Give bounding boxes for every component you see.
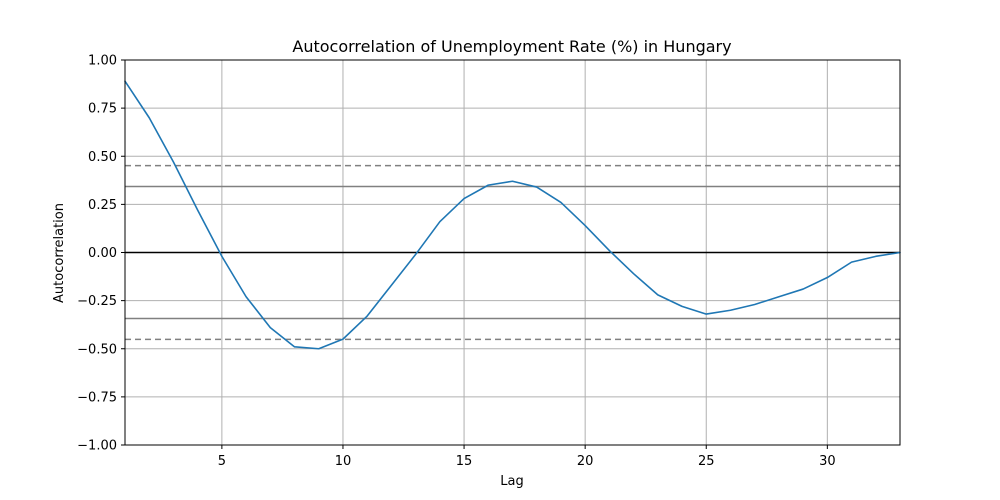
autocorrelation-line xyxy=(124,80,901,350)
y-tick-label: 1.00 xyxy=(88,54,117,69)
x-tick-label: 5 xyxy=(218,454,226,469)
y-axis-ticks: −1.00 −0.75 −0.50 −0.25 0.00 0.25 0.50 0.75 1.00 xyxy=(77,54,125,454)
x-tick-label: 10 xyxy=(335,454,352,469)
y-tick-label: −0.50 xyxy=(77,342,117,357)
x-axis-label: Lag xyxy=(500,474,523,489)
x-axis-ticks: 5 10 15 20 25 30 xyxy=(218,445,836,469)
x-tick-label: 20 xyxy=(577,454,594,469)
x-tick-label: 30 xyxy=(819,454,836,469)
y-tick-label: −1.00 xyxy=(77,439,117,454)
y-tick-label: 0.50 xyxy=(88,150,117,165)
y-axis-label: Autocorrelation xyxy=(52,203,67,303)
y-tick-label: −0.75 xyxy=(77,390,117,405)
reference-lines xyxy=(125,164,900,341)
x-tick-label: 25 xyxy=(698,454,715,469)
y-tick-label: 0.25 xyxy=(88,198,117,213)
x-tick-label: 15 xyxy=(456,454,473,469)
y-tick-label: 0.75 xyxy=(88,102,117,117)
chart-title: Autocorrelation of Unemployment Rate (%)… xyxy=(292,37,731,56)
y-tick-label: 0.00 xyxy=(88,246,117,261)
series-group xyxy=(124,80,901,350)
y-tick-label: −0.25 xyxy=(77,294,117,309)
